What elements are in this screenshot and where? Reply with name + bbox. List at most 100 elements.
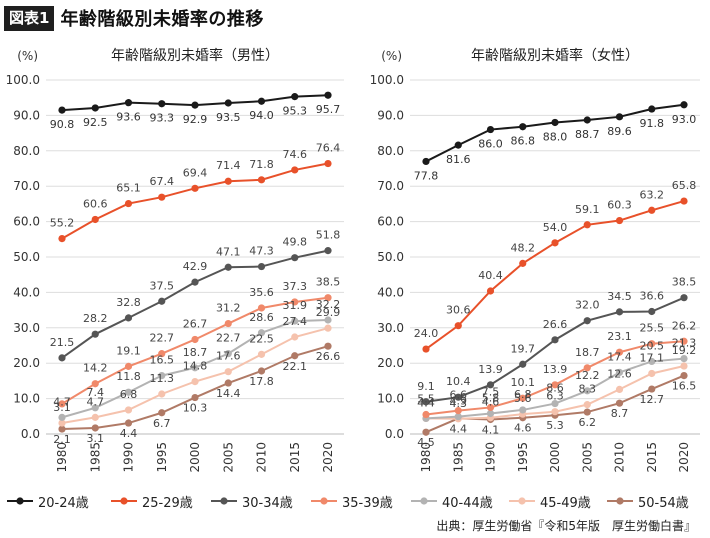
data-label: 17.8 [249, 375, 274, 388]
data-label: 4.4 [417, 396, 435, 409]
legend-swatch [7, 497, 33, 505]
chart-panel-2: 年齢階級別未婚率（女性） (%) 0.0 10.0 20.0 30.0 40.0 50.0 60… [370, 47, 700, 473]
x-tick-label: 2005 [580, 442, 594, 473]
data-label: 36.6 [640, 290, 665, 303]
data-label: 42.9 [183, 260, 208, 273]
data-point [224, 368, 232, 376]
y-tick-label: 70.0 [377, 179, 404, 193]
data-label: 5.6 [514, 392, 532, 405]
data-point [224, 263, 232, 271]
data-point [583, 387, 591, 395]
data-label: 17.6 [216, 350, 241, 363]
data-point [454, 393, 462, 401]
data-label: 28.2 [83, 312, 108, 325]
data-point [680, 354, 688, 363]
x-tick-label: 2010 [255, 442, 269, 473]
data-point [257, 329, 266, 337]
data-label: 95.7 [316, 103, 341, 116]
data-point [615, 385, 624, 393]
data-point [291, 333, 299, 341]
data-label: 7.5 [482, 385, 500, 398]
data-label: 26.6 [316, 350, 341, 363]
data-point [551, 408, 559, 416]
x-tick-label: 2000 [548, 442, 562, 473]
data-point [91, 404, 99, 412]
data-label: 16.5 [150, 354, 175, 367]
series-50-54歳 [58, 342, 332, 433]
data-label: 6.2 [579, 416, 597, 429]
data-label: 8.6 [546, 382, 564, 395]
data-label: 25.5 [640, 322, 665, 335]
data-point [615, 308, 624, 316]
data-point [583, 408, 591, 416]
data-label: 18.7 [183, 346, 208, 359]
data-label: 4.5 [417, 436, 435, 449]
data-point [191, 364, 199, 372]
legend-label: 20-24歳 [38, 495, 89, 511]
data-label: 59.1 [575, 203, 600, 216]
legend-label: 25-29歳 [142, 495, 193, 511]
data-label: 5.8 [482, 391, 500, 404]
data-label: 14.4 [216, 387, 241, 400]
data-label: 86.0 [478, 138, 503, 151]
data-point [583, 317, 591, 325]
data-label: 4.1 [482, 423, 500, 436]
data-point [91, 104, 99, 112]
data-point [324, 342, 332, 350]
data-point [91, 424, 99, 432]
y-tick-label: 80.0 [377, 144, 404, 158]
data-label: 11.8 [116, 370, 141, 383]
data-label: 18.7 [575, 346, 600, 359]
data-point [486, 287, 495, 295]
data-label: 27.4 [283, 315, 308, 328]
data-point [583, 221, 591, 229]
data-point [158, 193, 166, 201]
y-axis-unit: (%) [381, 49, 402, 63]
data-label: 3.1 [87, 432, 105, 445]
data-point [124, 388, 133, 396]
y-tick-label: 50.0 [377, 250, 404, 264]
data-point [291, 166, 299, 174]
y-tick-label: 100.0 [6, 73, 40, 87]
legend-item: 20-24歳 [6, 491, 89, 511]
data-label: 19.2 [672, 344, 697, 357]
data-point [124, 199, 133, 208]
data-label: 13.9 [478, 363, 503, 376]
legend: 20-24歳 25-29歳 30-34歳 35-39歳 40-44歳 45-49… [6, 491, 706, 511]
data-point [486, 381, 495, 389]
data-label: 6.8 [120, 388, 138, 401]
data-label: 4.9 [450, 395, 468, 408]
data-point [58, 413, 66, 421]
data-point [58, 400, 66, 408]
series-30-34歳 [422, 294, 688, 406]
data-label: 32.2 [316, 298, 341, 311]
data-label: 6.7 [153, 417, 171, 430]
data-label: 30.6 [446, 304, 471, 317]
data-label: 40.4 [478, 269, 503, 282]
data-label: 16.5 [672, 380, 697, 393]
data-point [58, 419, 66, 427]
data-point [648, 369, 656, 378]
legend-swatch [111, 497, 137, 505]
data-label: 94.0 [249, 109, 274, 122]
data-label: 60.3 [607, 199, 632, 212]
data-point [519, 259, 527, 267]
x-tick-label: 1980 [419, 442, 433, 473]
data-point [291, 254, 299, 262]
data-point [91, 215, 99, 224]
data-label: 37.5 [150, 279, 175, 292]
data-point [124, 362, 133, 370]
data-point [680, 362, 688, 370]
data-point [124, 314, 133, 322]
data-point [257, 262, 266, 271]
data-point [454, 413, 462, 421]
data-label: 6.8 [514, 388, 532, 401]
data-point [648, 357, 656, 366]
legend-label: 45-49歳 [540, 495, 591, 511]
data-label: 10.3 [183, 402, 208, 415]
data-point [257, 350, 266, 358]
legend-label: 50-54歳 [638, 495, 689, 511]
data-point [519, 123, 527, 131]
data-label: 90.8 [50, 118, 75, 131]
data-label: 32.8 [116, 296, 141, 309]
